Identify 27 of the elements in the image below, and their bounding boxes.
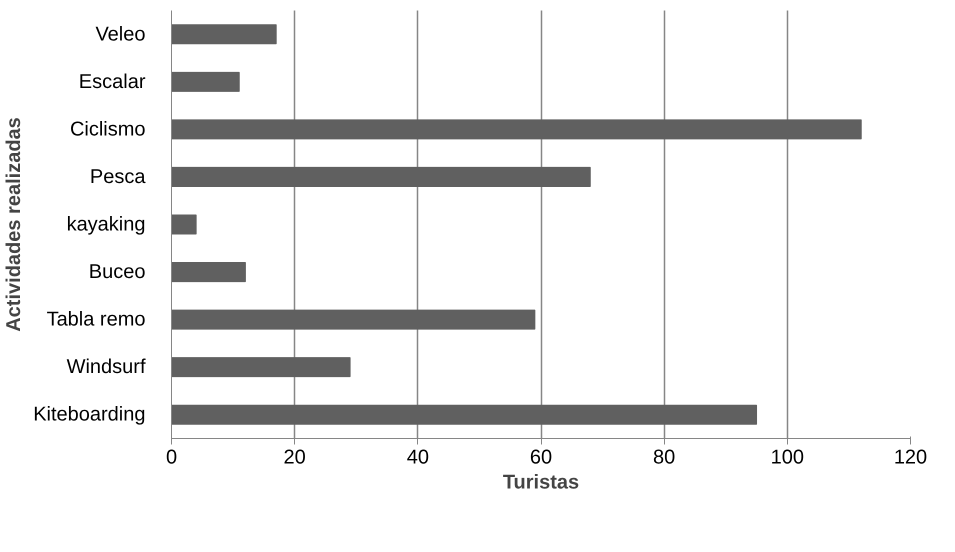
x-tick-label: 120: [894, 446, 928, 468]
y-tick-label: Kiteboarding: [33, 404, 146, 426]
y-tick-label: Escalar: [78, 70, 146, 93]
x-tick-label: 20: [284, 446, 306, 468]
y-tick-label: Pesca: [90, 166, 146, 188]
y-axis-title: Actividades realizadas: [3, 117, 26, 332]
x-tick-label: 80: [653, 446, 676, 468]
x-tick-label: 100: [770, 446, 804, 468]
x-tick-label: 0: [166, 446, 178, 468]
bar: [172, 262, 246, 282]
bar: [172, 404, 758, 425]
bar: [172, 166, 591, 187]
y-tick-label: Windsurf: [66, 356, 146, 378]
x-axis-title: Turistas: [502, 472, 580, 494]
y-tick-label: Tabla remo: [46, 308, 146, 331]
bar: [172, 214, 197, 235]
y-tick-label: kayaking: [66, 214, 146, 236]
bar: [172, 357, 351, 378]
y-tick-label: Ciclismo: [70, 118, 146, 140]
x-tick-label: 60: [530, 446, 552, 468]
bar: [172, 310, 536, 330]
bar: [172, 119, 862, 140]
bar: [172, 24, 277, 44]
x-tick-label: 40: [406, 446, 429, 468]
y-tick-label: Buceo: [88, 261, 146, 284]
bar: [172, 72, 240, 92]
y-tick-label: Veleo: [95, 23, 146, 46]
